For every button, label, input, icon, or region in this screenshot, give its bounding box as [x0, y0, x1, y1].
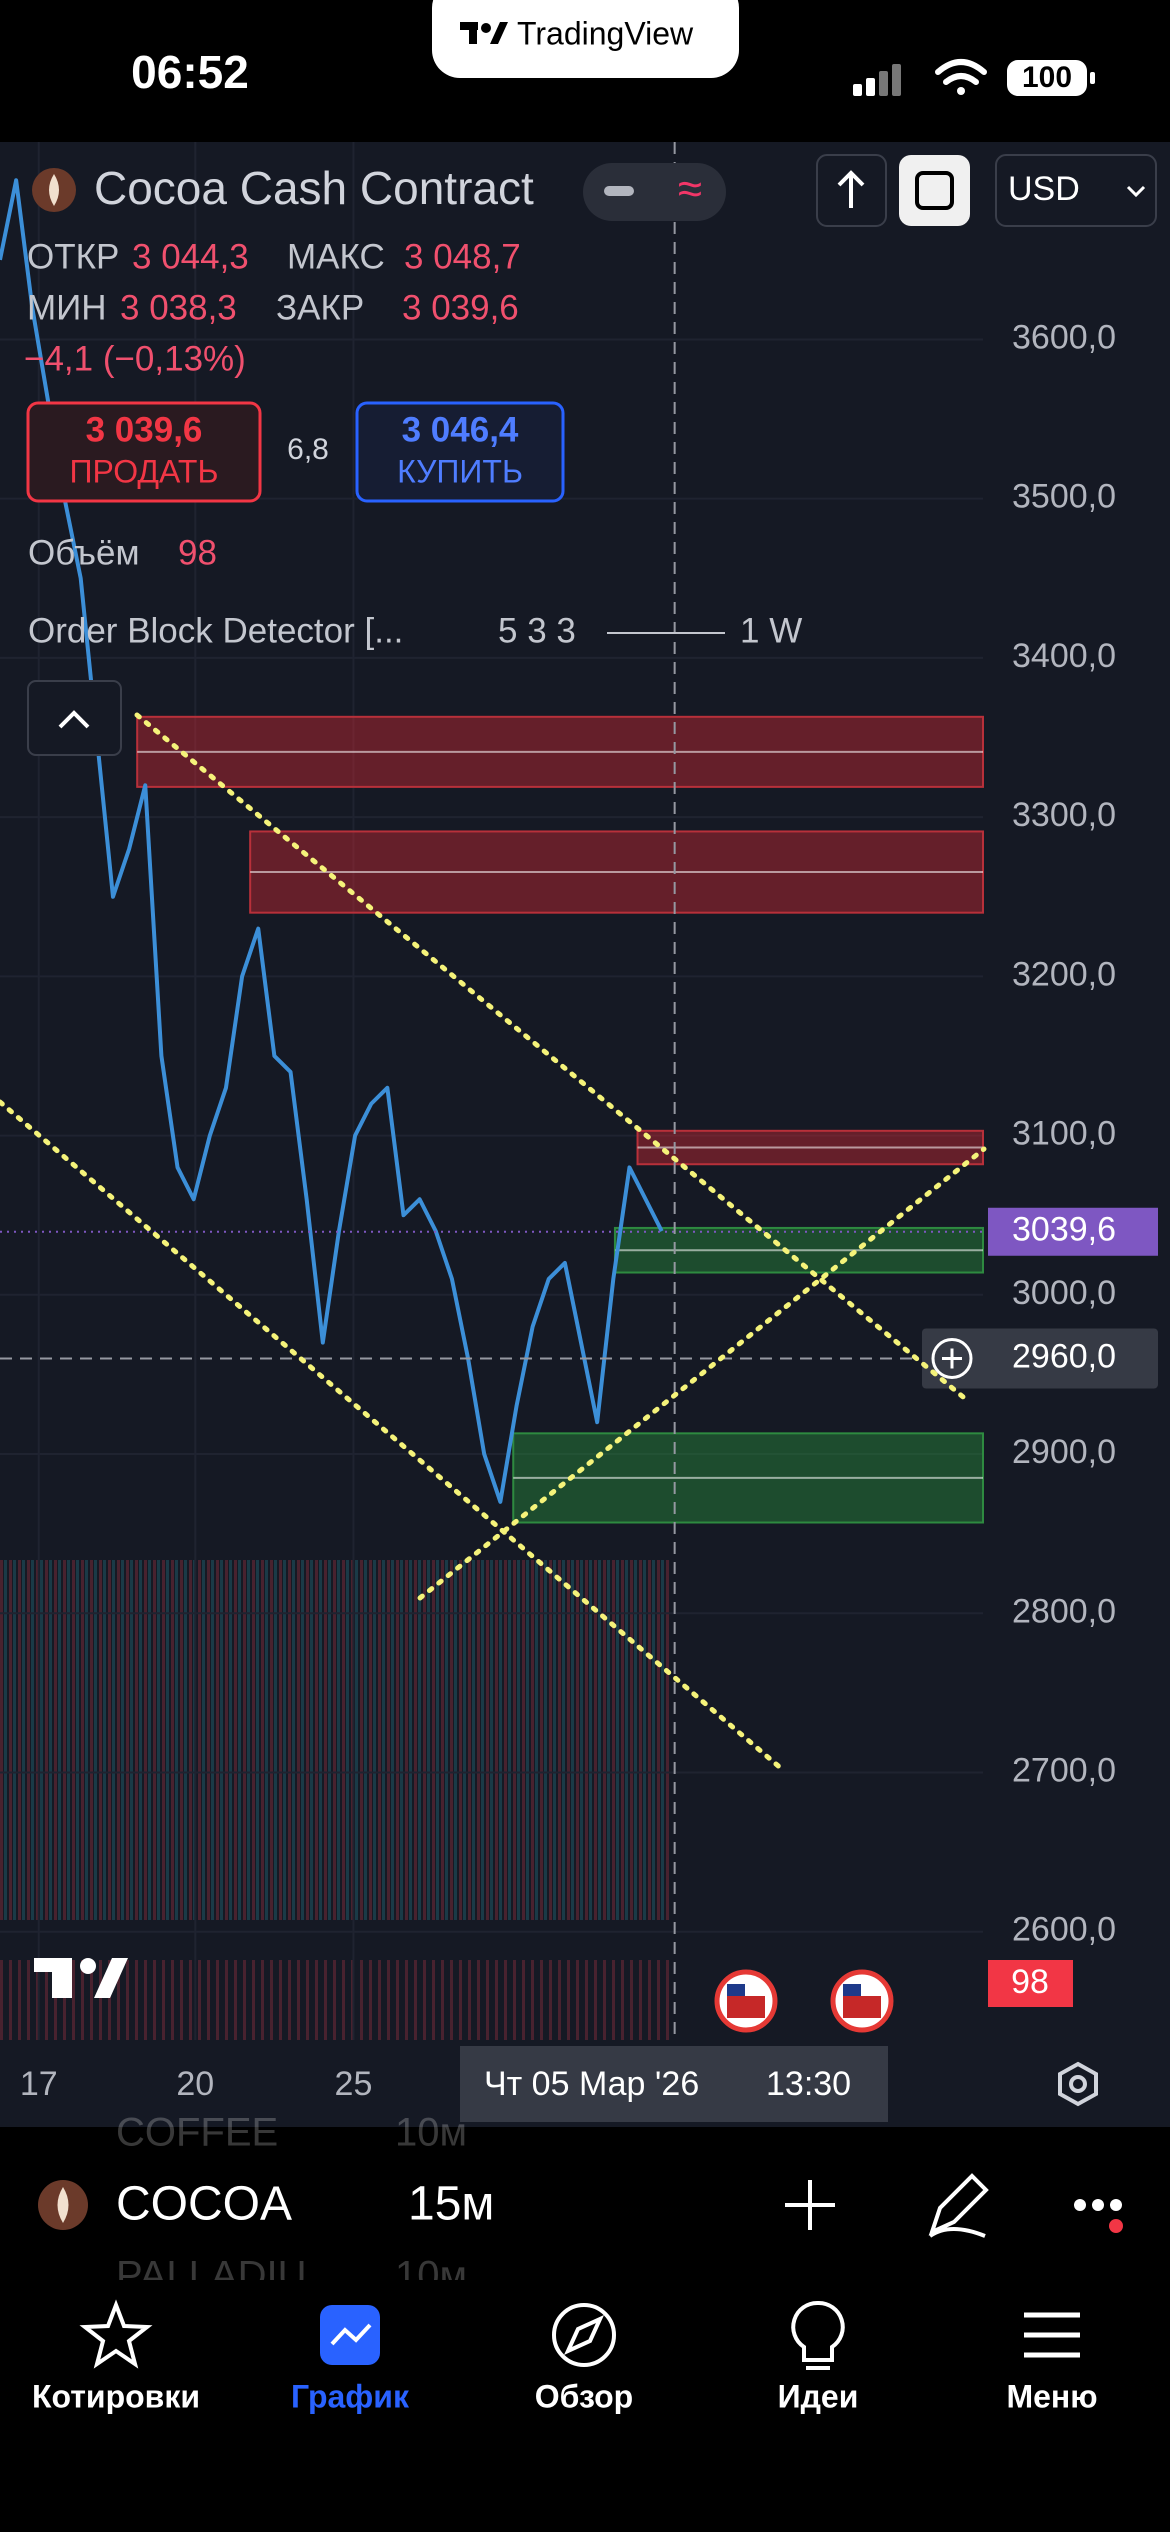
close-label: ЗАКР: [276, 288, 364, 327]
symbol-title: Cocoa Cash Contract: [94, 162, 534, 214]
y-tick-label: 3000,0: [1012, 1274, 1116, 1312]
trendlines: [0, 712, 987, 1773]
crosshair-price-badge: [922, 1328, 1158, 1389]
y-tick-label: 3400,0: [1012, 637, 1116, 675]
crosshair-date: Чт 05 Мар '26: [484, 2065, 699, 2103]
close-value: 3 039,6: [402, 288, 519, 327]
y-tick-label: 3500,0: [1012, 478, 1116, 516]
interval[interactable]: 15м: [408, 2178, 494, 2231]
tv-logo-small: [460, 22, 508, 44]
plot: 3600,0 3500,0 3400,0 3300,0 3200,0 3100,0 3000…: [0, 142, 1158, 2122]
currency[interactable]: USD: [1008, 170, 1080, 208]
tab-label[interactable]: Обзор: [535, 2378, 633, 2414]
volume-badge-text: 98: [1011, 1963, 1049, 2001]
y-tick-label: 3300,0: [1012, 796, 1116, 834]
volume-pane: [0, 1560, 670, 2040]
y-tick-label: 2900,0: [1012, 1433, 1116, 1471]
signal-icon: [853, 64, 901, 96]
tab-label-active[interactable]: График: [291, 2378, 410, 2414]
minimize-icon[interactable]: [604, 186, 634, 196]
indicator-name: Order Block Detector [...: [28, 611, 403, 650]
high-value: 3 048,7: [404, 237, 521, 276]
event-flag[interactable]: [714, 1969, 778, 2033]
y-tick-label: 2800,0: [1012, 1592, 1116, 1630]
crosshair-price-label: 2960,0: [1012, 1337, 1116, 1375]
price-line: [0, 178, 664, 1504]
symbol-icon-bean: [49, 174, 59, 206]
crosshair-time: 13:30: [766, 2065, 851, 2103]
more-button[interactable]: [1074, 2199, 1123, 2233]
fullscreen-button[interactable]: [899, 155, 970, 226]
volume-label: Объём: [28, 533, 140, 572]
draw-button[interactable]: [928, 2173, 989, 2238]
battery-level: 100: [1022, 61, 1072, 94]
battery: [1007, 60, 1087, 96]
tab-label[interactable]: Меню: [1006, 2378, 1097, 2414]
symbol[interactable]: COCOA: [116, 2178, 292, 2231]
volume-value: 98: [178, 533, 217, 572]
open-value: 3 044,3: [132, 237, 249, 276]
tab-icon-compass[interactable]: [552, 2303, 616, 2367]
add-alert-plus: [942, 1348, 962, 1369]
buy-button[interactable]: [355, 401, 565, 503]
tab-icon-bulb[interactable]: [791, 2300, 845, 2370]
collapse-legend-button[interactable]: [27, 680, 122, 756]
currency-select[interactable]: [995, 154, 1157, 227]
collapse-icon: [58, 710, 90, 729]
wifi-icon: [935, 59, 987, 95]
low-label: МИН: [27, 288, 107, 327]
x-tick-label: 20: [176, 2065, 214, 2103]
low-value: 3 038,3: [120, 288, 237, 327]
ghost-interval: 10м: [395, 2111, 467, 2155]
x-tick-label: 17: [20, 2065, 58, 2103]
symbol-icon-bean: [57, 2187, 69, 2223]
x-tick-label: 25: [335, 2065, 373, 2103]
arrow-up-icon: [837, 170, 865, 208]
indicator-params: 5 3 3: [498, 611, 576, 650]
add-alert-button[interactable]: [931, 1338, 973, 1380]
y-tick-label: 2700,0: [1012, 1751, 1116, 1789]
settings-icon[interactable]: [1058, 2061, 1098, 2107]
sell-button[interactable]: [26, 401, 262, 503]
crosshair-time-badge: [460, 2046, 888, 2122]
tab-label[interactable]: Котировки: [32, 2378, 200, 2414]
last-price-badge: [988, 1207, 1158, 1256]
app-badge-text: TradingView: [517, 15, 694, 51]
legend-toggle[interactable]: [583, 163, 726, 221]
tab-icon-needle: [563, 2314, 605, 2356]
tab-icon-menu[interactable]: [1024, 2312, 1080, 2358]
tv-watermark: [34, 1958, 128, 1998]
volume-badge: [988, 1960, 1073, 2007]
add-button[interactable]: [785, 2180, 835, 2230]
open-label: ОТКР: [27, 237, 119, 276]
y-tick-label: 3100,0: [1012, 1115, 1116, 1153]
tab-icon-star[interactable]: [79, 2299, 153, 2369]
y-tick-label: 3600,0: [1012, 318, 1116, 356]
sell-label[interactable]: ПРОДАТЬ: [70, 453, 219, 489]
last-price-label: 3039,6: [1012, 1211, 1116, 1249]
tab-bar: [0, 2280, 1170, 2532]
tab-icon-chart-line: [330, 2323, 372, 2346]
buy-price[interactable]: 3 046,4: [402, 410, 519, 449]
ghost-symbol: COFFEE: [116, 2111, 278, 2155]
sell-price[interactable]: 3 039,6: [86, 410, 203, 449]
fullscreen-icon: [915, 171, 954, 210]
change: −4,1 (−0,13%): [24, 339, 246, 378]
clock: 06:52: [131, 46, 249, 98]
chevron-icon: [1126, 185, 1146, 198]
buy-label[interactable]: КУПИТЬ: [397, 453, 523, 489]
spread: 6,8: [287, 433, 329, 466]
event-flag[interactable]: [830, 1969, 894, 2033]
indicator-line-label: 1 W: [740, 611, 802, 650]
y-tick-label: 2600,0: [1012, 1911, 1116, 1949]
wave-icon[interactable]: ≈: [678, 165, 702, 214]
high-label: МАКС: [287, 237, 385, 276]
y-tick-label: 3200,0: [1012, 955, 1116, 993]
tab-label[interactable]: Идеи: [778, 2378, 859, 2414]
battery-tip: [1090, 72, 1095, 84]
app-badge: [432, 0, 739, 78]
